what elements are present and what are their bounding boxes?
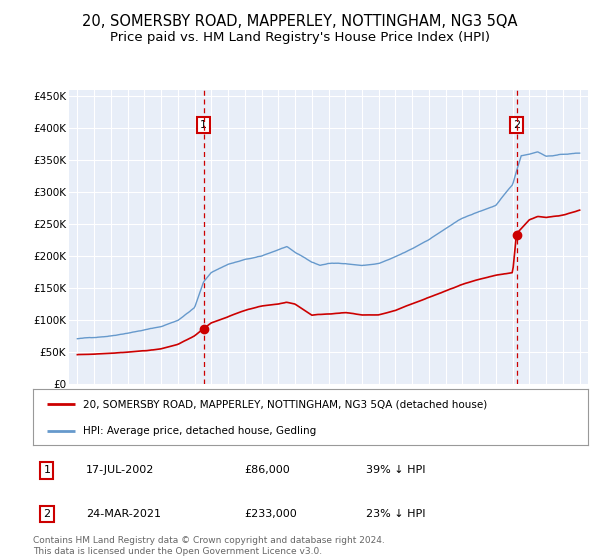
Text: 23% ↓ HPI: 23% ↓ HPI — [366, 509, 425, 519]
Text: Contains HM Land Registry data © Crown copyright and database right 2024.
This d: Contains HM Land Registry data © Crown c… — [33, 536, 385, 556]
Text: 20, SOMERSBY ROAD, MAPPERLEY, NOTTINGHAM, NG3 5QA (detached house): 20, SOMERSBY ROAD, MAPPERLEY, NOTTINGHAM… — [83, 399, 487, 409]
Text: 1: 1 — [43, 465, 50, 475]
Text: 24-MAR-2021: 24-MAR-2021 — [86, 509, 161, 519]
Text: 1: 1 — [200, 120, 207, 130]
Text: Price paid vs. HM Land Registry's House Price Index (HPI): Price paid vs. HM Land Registry's House … — [110, 31, 490, 44]
Text: 39% ↓ HPI: 39% ↓ HPI — [366, 465, 425, 475]
Text: 17-JUL-2002: 17-JUL-2002 — [86, 465, 154, 475]
Text: £233,000: £233,000 — [244, 509, 296, 519]
Text: 2: 2 — [513, 120, 520, 130]
Text: 2: 2 — [43, 509, 50, 519]
Text: HPI: Average price, detached house, Gedling: HPI: Average price, detached house, Gedl… — [83, 426, 316, 436]
Text: £86,000: £86,000 — [244, 465, 290, 475]
Text: 20, SOMERSBY ROAD, MAPPERLEY, NOTTINGHAM, NG3 5QA: 20, SOMERSBY ROAD, MAPPERLEY, NOTTINGHAM… — [82, 14, 518, 29]
